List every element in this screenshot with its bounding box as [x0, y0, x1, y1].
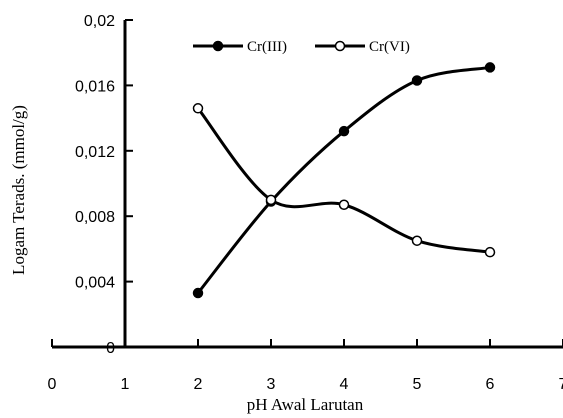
y-tick-label: 0,004	[75, 275, 115, 292]
data-point	[265, 194, 277, 206]
data-point	[484, 246, 496, 258]
data-point	[484, 62, 496, 73]
y-axis-title: Logam Terads. (mmol/g)	[9, 105, 28, 275]
data-point	[338, 125, 350, 137]
x-tick-label: 0	[48, 376, 57, 393]
y-tick-label: 0,02	[84, 13, 115, 30]
x-tick-label: 6	[486, 376, 495, 393]
x-tick-label: 5	[413, 376, 422, 393]
legend-label: Cr(VI)	[369, 39, 410, 55]
x-tick-label: 4	[340, 376, 349, 393]
y-tick-label: 0,016	[75, 78, 115, 95]
legend-label: Cr(III)	[247, 39, 287, 55]
x-tick-label: 1	[121, 376, 130, 393]
y-tick-label: 0,008	[75, 209, 115, 226]
x-tick-label: 3	[267, 376, 276, 393]
data-point	[192, 287, 204, 299]
data-point	[411, 235, 423, 246]
x-tick-label: 7	[559, 376, 563, 393]
series-line	[196, 65, 491, 294]
data-point	[411, 75, 423, 86]
y-tick-label: 0	[106, 340, 115, 357]
legend-marker	[334, 40, 346, 52]
data-point	[192, 103, 204, 114]
legend-marker	[212, 40, 224, 52]
x-tick-label: 2	[194, 376, 203, 393]
y-tick-label: 0,012	[75, 144, 115, 161]
data-point	[338, 199, 350, 211]
x-axis-title: pH Awal Larutan	[247, 395, 364, 414]
